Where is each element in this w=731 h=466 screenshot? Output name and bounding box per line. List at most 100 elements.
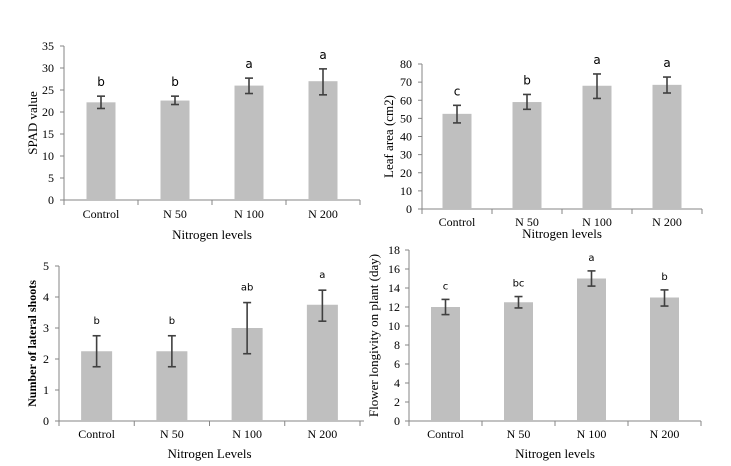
significance-label: b	[523, 73, 531, 87]
y-tick-label: 30	[400, 148, 412, 162]
x-tick-label: N 100	[234, 207, 264, 221]
bar-control	[431, 307, 460, 421]
significance-label: b	[661, 272, 667, 283]
y-tick-label: 20	[400, 166, 412, 180]
lateral-shoots-chart: 0 1 2 3 4 5 b Control b N 50 ab N 100 a N 200 Nitrogen…	[25, 259, 361, 461]
bar-n50	[160, 100, 190, 200]
y-tick-label: 18	[388, 243, 400, 257]
bar-control	[442, 113, 472, 209]
error-bar	[587, 270, 596, 287]
y-axis-title: Leaf area (cm2)	[381, 95, 396, 178]
bar-n200	[650, 297, 679, 421]
y-tick-label: 2	[43, 352, 49, 366]
x-axis-title: Nitrogen levels	[515, 446, 595, 461]
y-tick-label: 0	[394, 414, 400, 428]
y-tick-label: 10	[400, 184, 412, 198]
y-tick-label: 8	[394, 338, 400, 352]
y-tick-label: 80	[400, 57, 412, 71]
y-tick-label: 6	[394, 357, 400, 371]
error-bar	[167, 334, 176, 368]
y-tick-label: 35	[42, 39, 54, 53]
y-tick-label: 70	[400, 75, 412, 89]
significance-label: a	[319, 48, 326, 62]
error-bar	[523, 93, 531, 111]
bar-n200	[652, 84, 682, 209]
leaf-area-chart: 0 10 20 30 40 50 60 70 80 c Control b N 50 a N 100 a N 2…	[381, 53, 703, 241]
error-bar	[171, 95, 179, 106]
x-tick-label: Control	[83, 207, 120, 221]
bar-n100	[234, 85, 264, 200]
x-tick-label: Control	[78, 427, 115, 441]
y-tick-label: 60	[400, 93, 412, 107]
error-bar	[453, 104, 461, 124]
error-bar	[245, 77, 253, 95]
y-tick-label: 1	[43, 383, 49, 397]
y-tick-label: 4	[43, 290, 49, 304]
y-tick-label: 3	[43, 321, 49, 335]
error-bar	[514, 295, 523, 309]
error-bar	[593, 73, 601, 100]
y-tick-label: 14	[388, 281, 400, 295]
x-tick-label: N 50	[163, 207, 187, 221]
y-tick-label: 16	[388, 262, 400, 276]
y-tick-label: 20	[42, 105, 54, 119]
y-axis-title: Flower longivity on plant (day)	[366, 254, 381, 417]
x-tick-label: N 100	[582, 215, 612, 229]
y-tick-label: 0	[43, 414, 49, 428]
y-tick-label: 10	[388, 319, 400, 333]
bar-n50	[504, 302, 533, 421]
significance-label: a	[663, 56, 670, 70]
y-tick-label: 12	[388, 300, 400, 314]
y-tick-label: 15	[42, 127, 54, 141]
x-tick-label: N 200	[308, 427, 338, 441]
error-bar	[243, 301, 252, 355]
bar-n50	[512, 102, 542, 209]
error-bar	[441, 298, 450, 316]
error-bar	[319, 68, 327, 96]
y-tick-label: 4	[394, 376, 400, 390]
y-tick-label: 25	[42, 83, 54, 97]
error-bar	[318, 289, 327, 322]
x-axis-title: Nitrogen Levels	[167, 446, 251, 461]
bar-n200	[306, 304, 338, 421]
y-tick-label: 0	[406, 202, 412, 216]
y-tick-label: 40	[400, 130, 412, 144]
error-bar	[660, 289, 669, 307]
significance-label: b	[93, 316, 99, 327]
bar-n200	[308, 81, 338, 200]
significance-label: a	[245, 57, 252, 71]
bar-control	[86, 102, 116, 200]
significance-label: b	[97, 75, 105, 89]
error-bar	[663, 76, 671, 94]
significance-label: a	[588, 253, 594, 264]
significance-label: ab	[241, 283, 253, 294]
y-tick-label: 5	[43, 259, 49, 273]
significance-label: a	[319, 270, 325, 281]
y-tick-label: 0	[48, 193, 54, 207]
y-tick-label: 30	[42, 61, 54, 75]
y-tick-label: 50	[400, 111, 412, 125]
significance-label: b	[169, 316, 175, 327]
x-tick-label: N 200	[308, 207, 338, 221]
significance-label: b	[171, 75, 179, 89]
flower-longevity-chart: 0 2 4 6 8 10 12 14 16 18 c Control bc N 50 a N 100 b N 20…	[366, 243, 702, 461]
x-axis-title: Nitrogen levels	[522, 226, 602, 241]
error-bar	[97, 95, 105, 110]
x-tick-label: Control	[439, 215, 476, 229]
x-tick-label: N 100	[232, 427, 262, 441]
x-tick-label: N 200	[652, 215, 682, 229]
y-tick-label: 2	[394, 395, 400, 409]
x-tick-label: N 100	[577, 427, 607, 441]
bar-n100	[577, 278, 606, 421]
significance-label: a	[593, 53, 600, 67]
x-tick-label: N 50	[507, 427, 531, 441]
y-tick-label: 5	[48, 171, 54, 185]
bar-n100	[582, 85, 612, 209]
significance-label: c	[443, 281, 449, 292]
y-tick-label: 10	[42, 149, 54, 163]
x-tick-label: N 200	[650, 427, 680, 441]
significance-label: bc	[513, 279, 525, 290]
x-axis-title: Nitrogen levels	[172, 227, 252, 242]
x-tick-label: N 50	[515, 215, 539, 229]
